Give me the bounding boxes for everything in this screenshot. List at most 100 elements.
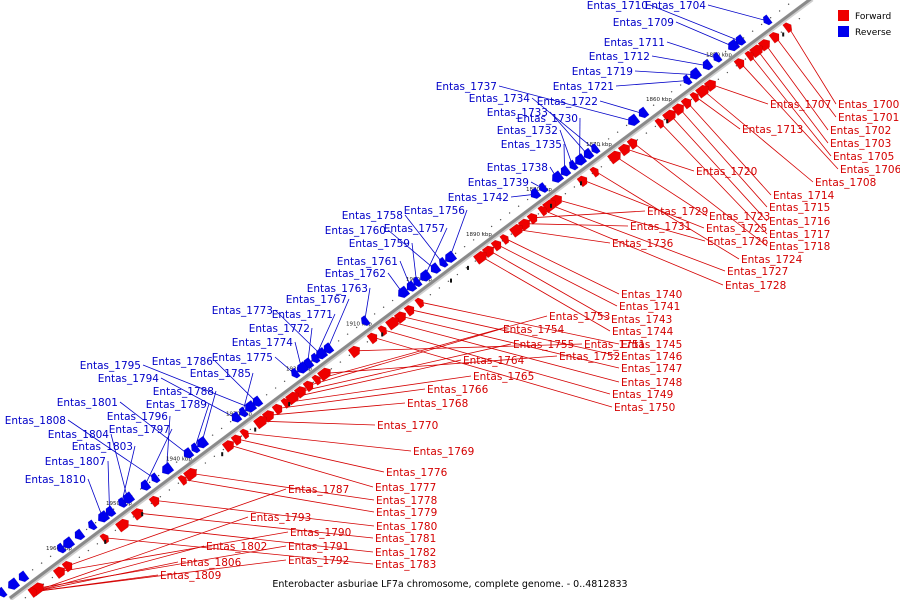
leader-line <box>38 545 287 589</box>
gene-label: Entas_1792 <box>288 555 349 567</box>
gene-label: Entas_1787 <box>288 484 349 496</box>
gene-reverse <box>296 361 310 374</box>
spacer-dot <box>87 549 90 552</box>
spacer-dot <box>717 78 720 80</box>
gene-forward <box>661 109 676 124</box>
leader-line <box>214 360 257 403</box>
spacer-dot <box>429 294 432 296</box>
gene-label: Entas_1755 <box>513 339 574 351</box>
gene-forward <box>654 117 665 130</box>
leader-line <box>194 403 210 449</box>
spacer-dot <box>114 529 117 532</box>
gene-forward <box>27 587 38 599</box>
gene-reverse <box>252 395 264 408</box>
gene-reverse <box>397 285 411 299</box>
gene-reverse <box>551 170 565 183</box>
leader-line <box>121 445 136 504</box>
gene-reverse <box>419 269 433 282</box>
spacer-dot <box>391 299 394 302</box>
spacer-dot <box>454 252 457 255</box>
spacer-dot <box>751 30 754 32</box>
leader-line <box>317 315 548 380</box>
gene-forward <box>61 560 73 573</box>
gene-label: Entas_1729 <box>647 206 708 218</box>
gene-label: Entas_1801 <box>57 397 118 409</box>
gene-label: Entas_1772 <box>249 323 310 335</box>
gene-label: Entas_1736 <box>612 238 674 250</box>
gene-forward <box>508 223 523 238</box>
gene-label: Entas_1701 <box>838 112 899 124</box>
leader-line <box>559 129 573 167</box>
spacer-dot <box>726 71 729 74</box>
legend-label-reverse: Reverse <box>855 28 892 38</box>
gene-reverse <box>712 51 723 63</box>
chromosome-backbone <box>8 0 814 600</box>
gene-forward <box>782 22 793 34</box>
leader-line <box>481 256 611 332</box>
feature-mark <box>254 427 257 432</box>
gene-label: Entas_1788 <box>153 386 214 398</box>
gene-forward <box>347 345 361 359</box>
gene-reverse <box>702 58 714 71</box>
leader-line <box>550 204 726 272</box>
leader-line <box>144 428 173 487</box>
gene-reverse <box>315 346 329 360</box>
feature-mark <box>580 181 582 186</box>
leader-line <box>634 70 695 75</box>
spacer-dot <box>661 97 664 100</box>
gene-label: Entas_1806 <box>180 557 242 569</box>
gene-label: Entas_1724 <box>741 254 803 266</box>
leader-line <box>543 209 724 286</box>
leader-line <box>301 343 512 392</box>
gene-label: Entas_1765 <box>473 371 534 383</box>
spacer-dot <box>132 516 135 518</box>
gene-label: Entas_1735 <box>501 139 562 151</box>
gene-label: Entas_1768 <box>407 398 468 410</box>
gene-forward <box>377 325 388 337</box>
gene-reverse <box>117 496 128 508</box>
spacer-dot <box>616 131 619 133</box>
spacer-dot <box>366 341 369 343</box>
leader-line <box>278 388 426 409</box>
spacer-dot <box>85 528 88 531</box>
leader-line <box>229 444 374 488</box>
spacer-dot <box>490 225 493 228</box>
gene-label: Entas_1713 <box>742 124 803 136</box>
gene-forward <box>384 316 399 331</box>
leader-line <box>355 343 583 352</box>
spacer-dot <box>40 562 43 564</box>
gene-forward <box>366 332 378 345</box>
leader-line <box>740 62 839 170</box>
gene-forward <box>499 233 510 245</box>
spacer-dot <box>175 461 178 463</box>
gene-reverse <box>538 181 549 193</box>
feature-mark <box>450 278 452 283</box>
gene-forward <box>302 380 314 393</box>
leader-line <box>138 512 374 539</box>
gene-reverse <box>682 74 693 86</box>
gene-label: Entas_1711 <box>604 37 665 49</box>
spacer-dot <box>508 212 511 214</box>
gene-label: Entas_1739 <box>468 177 529 189</box>
gene-forward <box>271 403 283 416</box>
leader-line <box>245 432 412 452</box>
gene-reverse <box>574 153 588 166</box>
gene-label: Entas_1747 <box>621 363 682 375</box>
leader-line <box>649 4 740 42</box>
gene-forward <box>748 44 763 59</box>
gene-forward <box>182 467 197 482</box>
gene-label: Entas_1704 <box>645 0 707 12</box>
spacer-dot <box>31 569 34 571</box>
spacer-dot <box>339 361 342 363</box>
gene-label: Entas_1774 <box>232 337 294 349</box>
leader-line <box>123 524 374 553</box>
spacer-dot <box>742 37 745 39</box>
leader-line <box>33 545 205 593</box>
gene-forward <box>680 97 692 110</box>
gene-reverse <box>105 505 117 518</box>
feature-mark <box>104 539 107 544</box>
leader-line <box>533 210 646 219</box>
leader-line <box>327 298 350 350</box>
gene-reverse <box>323 342 335 354</box>
gene-reverse <box>7 577 21 590</box>
